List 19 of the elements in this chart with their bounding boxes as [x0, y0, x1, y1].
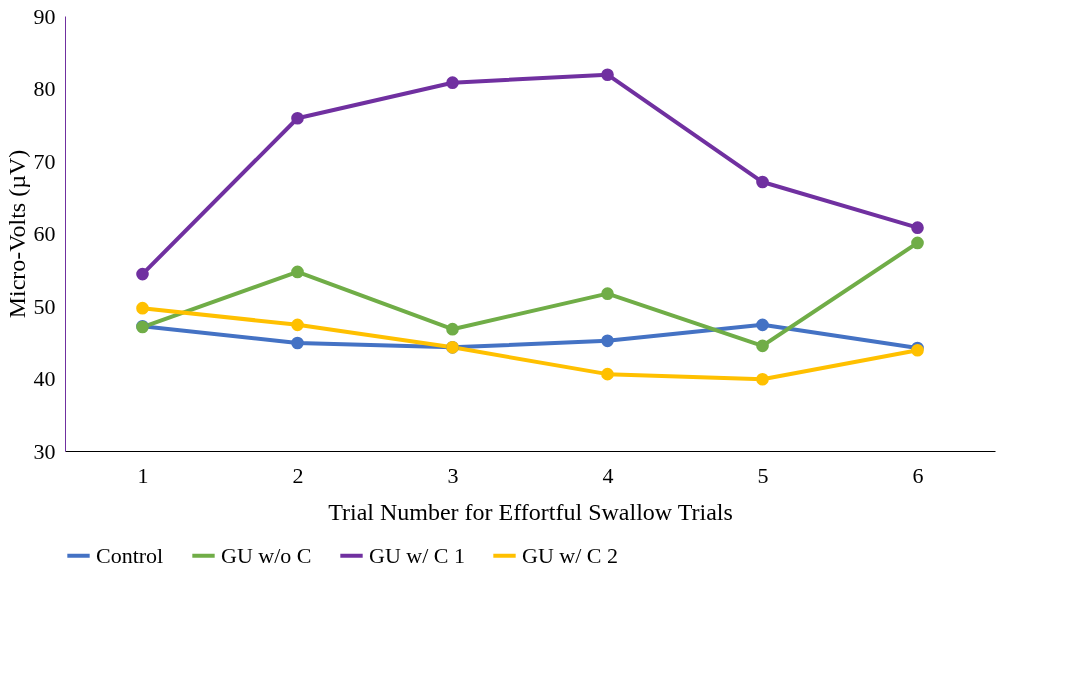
y-tick-label: 50	[33, 293, 56, 319]
x-tick-label: 2	[292, 462, 304, 488]
y-axis-title: Micro-Volts (µV)	[3, 149, 30, 319]
y-tick-label: 40	[33, 366, 56, 391]
x-axis-title: Trial Number for Effortful Swallow Trials	[328, 498, 733, 525]
y-tick-label: 70	[33, 148, 56, 174]
legend-label: GU w/ C 1	[369, 542, 465, 568]
x-tick-label: 4	[602, 462, 614, 488]
y-tick-label: 30	[33, 438, 56, 464]
x-tick-label: 1	[137, 462, 149, 488]
y-tick-label: 80	[33, 76, 56, 101]
legend-label: Control	[96, 542, 164, 568]
x-tick-label: 3	[447, 462, 459, 488]
x-tick-label: 5	[757, 462, 769, 488]
x-tick-label: 6	[912, 462, 924, 488]
y-tick-label: 90	[33, 3, 56, 29]
legend-label: GU w/o C	[221, 542, 312, 568]
y-tick-label: 60	[33, 221, 56, 246]
legend-label: GU w/ C 2	[522, 542, 618, 568]
